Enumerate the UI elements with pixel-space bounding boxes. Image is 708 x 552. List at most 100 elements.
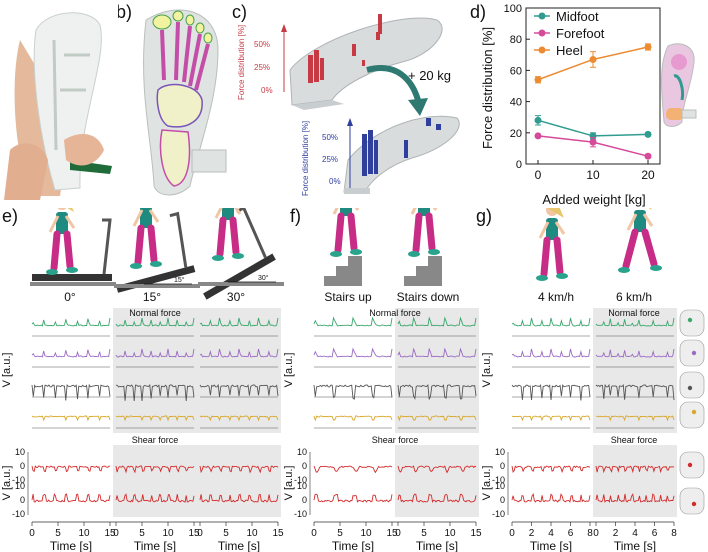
legs [134,224,158,266]
shear-force-trace [313,493,393,503]
chart-d-xtick-label: 10 [586,168,600,182]
normal-force-trace [31,415,111,422]
shear-tick-label: 0 [500,461,505,471]
time-tick-label: 5 [337,528,343,539]
shear-tick-label: -10 [12,475,25,485]
normal-force-label-e: Normal force [129,308,181,318]
shoe [330,251,342,257]
sensor-location-marker [691,409,697,415]
treadmill-handle [102,218,112,275]
time-axis-label: Time [s] [218,539,260,552]
sensor-location-icon [679,371,705,399]
time-tick-label: 6 [652,528,658,539]
shoe [408,251,420,257]
legend-marker [538,46,546,54]
time-tick-label: 15 [470,528,482,539]
shear-force-trace [115,493,195,503]
time-tick-label: 6 [568,528,574,539]
time-axis-label: Time [s] [530,539,572,552]
time-tick-label: 0 [29,528,35,539]
treadmill-belt [32,274,112,281]
bottom-tick-0: 0% [329,177,341,186]
sensor-location-icon [679,487,705,515]
time-tick-label: 15 [272,528,284,539]
torso [56,212,68,234]
panel-label-e: e) [2,206,19,226]
bottom-axis-label: Force distribution [%] [301,121,310,196]
condition-label-stairs-down: Stairs down [396,290,460,304]
torso [634,210,646,232]
shear-v-axis-label: V [a.u.] [283,466,295,501]
time-tick-label: 0 [197,528,203,539]
chart-d-ylabel: Force distribution [%] [480,27,495,149]
condition-label-6kmh: 6 km/h [615,290,652,304]
added-weight-label: + 20 kg [408,68,451,83]
shear-tick-label: 0 [20,461,25,471]
legend-label-midfoot: Midfoot [556,9,599,24]
shear-force-trace [595,493,675,503]
time-tick-label: 4 [548,528,554,539]
normal-force-trace [31,317,111,327]
time-tick-label: 5 [223,528,229,539]
normal-force-trace [199,383,279,398]
time-tick-label: 10 [444,528,456,539]
time-tick-label: 4 [632,528,638,539]
time-tick-label: 10 [246,528,258,539]
shear-force-trace [31,493,111,503]
sensor-location-marker [687,385,693,391]
time-tick-label: 10 [360,528,372,539]
foot-region-icon [661,43,697,127]
legs [334,212,358,254]
legs [216,216,240,258]
time-tick-label: 0 [509,528,515,539]
normal-force-trace [595,415,675,422]
time-axis-label: Time [s] [50,539,92,552]
chart-d-xlabel: Added weight [kg] [542,192,645,207]
time-tick-label: 2 [613,528,619,539]
time-tick-label: 15 [104,528,116,539]
time-tick-label: 0 [311,528,317,539]
walker-figure [330,208,362,257]
treadmill-base [30,282,116,286]
shear-force-trace [313,465,393,474]
time-axis-label: Time [s] [614,539,656,552]
legend-label-forefoot: Forefoot [556,26,605,41]
arms [626,213,654,231]
shoe [232,253,244,259]
panel-label-c: c) [232,2,247,22]
condition-label-0deg: 0° [64,290,76,304]
foot-anatomy-diagram [143,9,227,196]
top-tick-50: 50% [254,40,270,49]
shear-tick-label: -10 [294,475,307,485]
condition-shade [197,308,281,433]
condition-shade [593,445,677,517]
shear-tick-label: 0 [302,461,307,471]
normal-v-axis-label: V [a.u.] [481,353,493,388]
condition-shade [113,445,197,517]
condition-shade [197,445,281,517]
arms [410,208,438,215]
shear-v-axis-label: V [a.u.] [1,466,13,501]
shear-tick-label: 10 [15,481,25,491]
normal-force-trace [115,348,195,358]
shear-force-trace [511,465,590,474]
time-tick-label: 0 [593,528,599,539]
time-tick-label: 8 [587,528,593,539]
shear-v-axis-label: V [a.u.] [481,466,493,501]
shoe [536,275,548,281]
time-tick-label: 15 [386,528,398,539]
condition-shade [395,445,479,517]
top-axis-label: Force distribution [%] [237,25,246,100]
shear-tick-label: 0 [302,495,307,505]
top-tick-25: 25% [254,63,270,72]
shear-force-trace [31,465,110,473]
sensor-location-marker [687,462,693,468]
time-tick-label: 10 [78,528,90,539]
incline-angle-label: 15° [174,276,185,284]
shoe [212,255,224,261]
legend-marker [538,29,546,37]
shoe [618,267,630,273]
shear-force-trace [115,465,195,474]
normal-v-axis-label: V [a.u.] [283,353,295,388]
shoe [350,249,362,255]
